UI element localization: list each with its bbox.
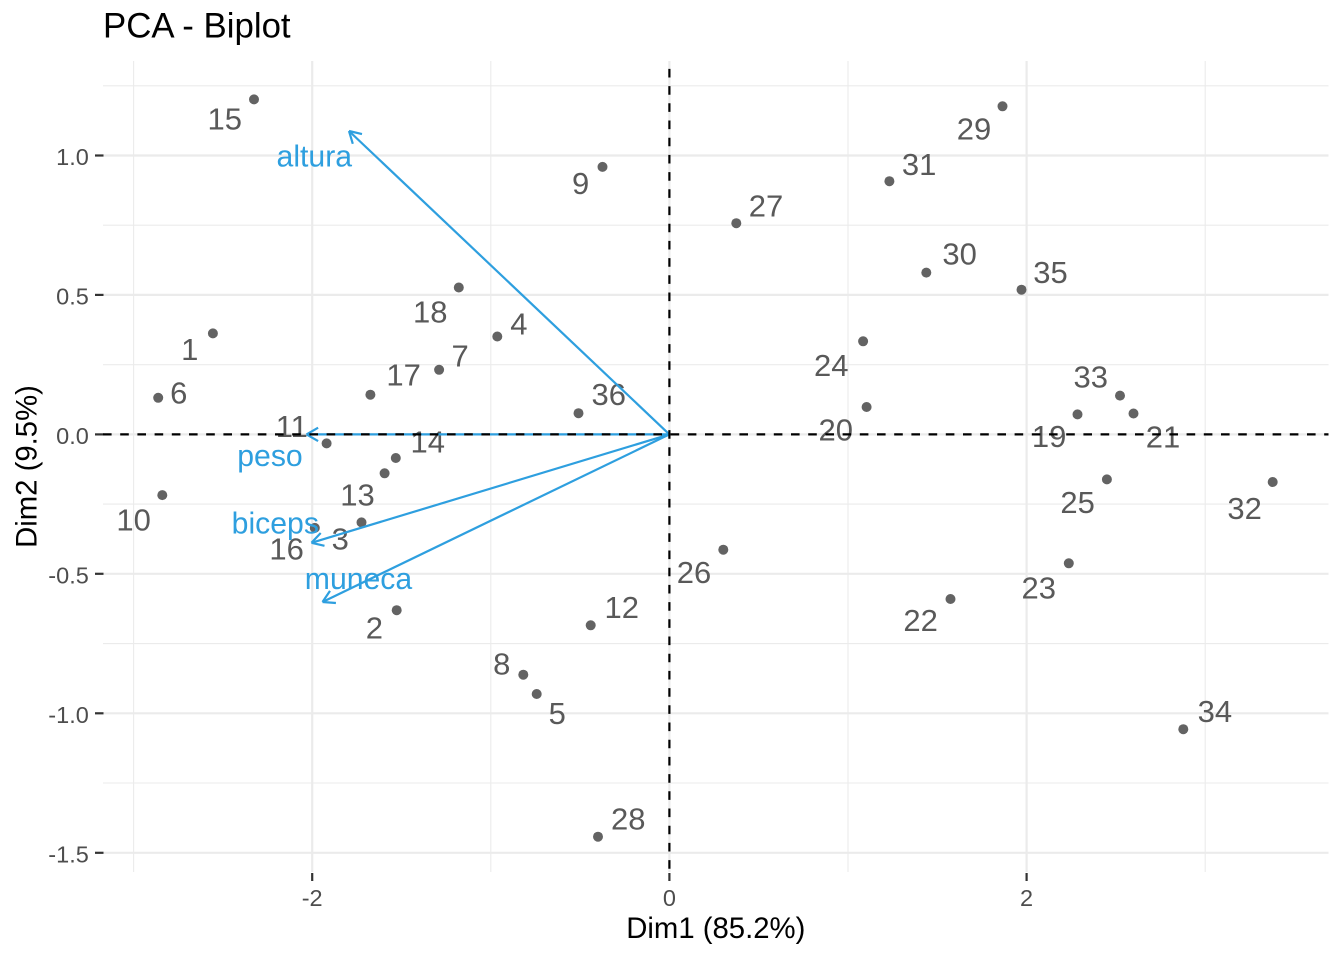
svg-text:28: 28 <box>611 801 645 836</box>
svg-text:6: 6 <box>170 376 187 411</box>
svg-text:1.0: 1.0 <box>56 144 89 170</box>
svg-text:23: 23 <box>1022 571 1056 606</box>
svg-text:altura: altura <box>277 141 353 174</box>
svg-text:32: 32 <box>1227 491 1261 526</box>
svg-text:36: 36 <box>591 377 625 412</box>
svg-text:0: 0 <box>663 885 676 911</box>
svg-text:16: 16 <box>269 532 303 567</box>
svg-text:19: 19 <box>1032 419 1066 454</box>
svg-text:1: 1 <box>181 332 198 367</box>
svg-text:10: 10 <box>116 502 150 537</box>
svg-text:33: 33 <box>1073 359 1107 394</box>
svg-text:20: 20 <box>819 413 853 448</box>
svg-text:3: 3 <box>332 522 349 557</box>
svg-text:0.5: 0.5 <box>56 284 89 310</box>
svg-text:PCA - Biplot: PCA - Biplot <box>103 7 291 46</box>
svg-text:2: 2 <box>1020 885 1033 911</box>
svg-text:-2: -2 <box>302 885 323 911</box>
svg-text:2: 2 <box>366 610 383 645</box>
svg-text:5: 5 <box>549 696 566 731</box>
svg-text:22: 22 <box>903 603 937 638</box>
svg-text:17: 17 <box>386 358 420 393</box>
svg-text:25: 25 <box>1060 485 1094 520</box>
svg-text:15: 15 <box>207 101 241 136</box>
svg-text:34: 34 <box>1198 694 1232 729</box>
svg-text:24: 24 <box>814 348 848 383</box>
svg-text:Dim2 (9.5%): Dim2 (9.5%) <box>11 385 44 548</box>
svg-text:-0.5: -0.5 <box>48 562 89 588</box>
svg-text:4: 4 <box>510 307 527 342</box>
svg-text:29: 29 <box>957 112 991 147</box>
svg-text:35: 35 <box>1033 255 1067 290</box>
svg-text:13: 13 <box>340 478 374 513</box>
svg-text:-1.5: -1.5 <box>48 841 89 867</box>
svg-text:11: 11 <box>276 409 308 444</box>
svg-text:biceps: biceps <box>232 508 319 541</box>
svg-text:30: 30 <box>942 236 976 271</box>
svg-text:muneca: muneca <box>305 563 413 596</box>
svg-text:31: 31 <box>902 147 936 182</box>
svg-text:0.0: 0.0 <box>56 423 89 449</box>
svg-text:-1.0: -1.0 <box>48 702 89 728</box>
svg-text:14: 14 <box>411 425 445 460</box>
svg-text:8: 8 <box>493 646 510 681</box>
svg-text:27: 27 <box>749 188 783 223</box>
svg-text:21: 21 <box>1146 420 1180 455</box>
svg-text:12: 12 <box>604 590 638 625</box>
svg-text:7: 7 <box>451 339 468 374</box>
svg-text:18: 18 <box>413 295 447 330</box>
svg-text:26: 26 <box>677 555 711 590</box>
svg-text:Dim1 (85.2%): Dim1 (85.2%) <box>626 912 805 945</box>
svg-text:peso: peso <box>237 440 302 473</box>
svg-text:9: 9 <box>572 166 589 201</box>
